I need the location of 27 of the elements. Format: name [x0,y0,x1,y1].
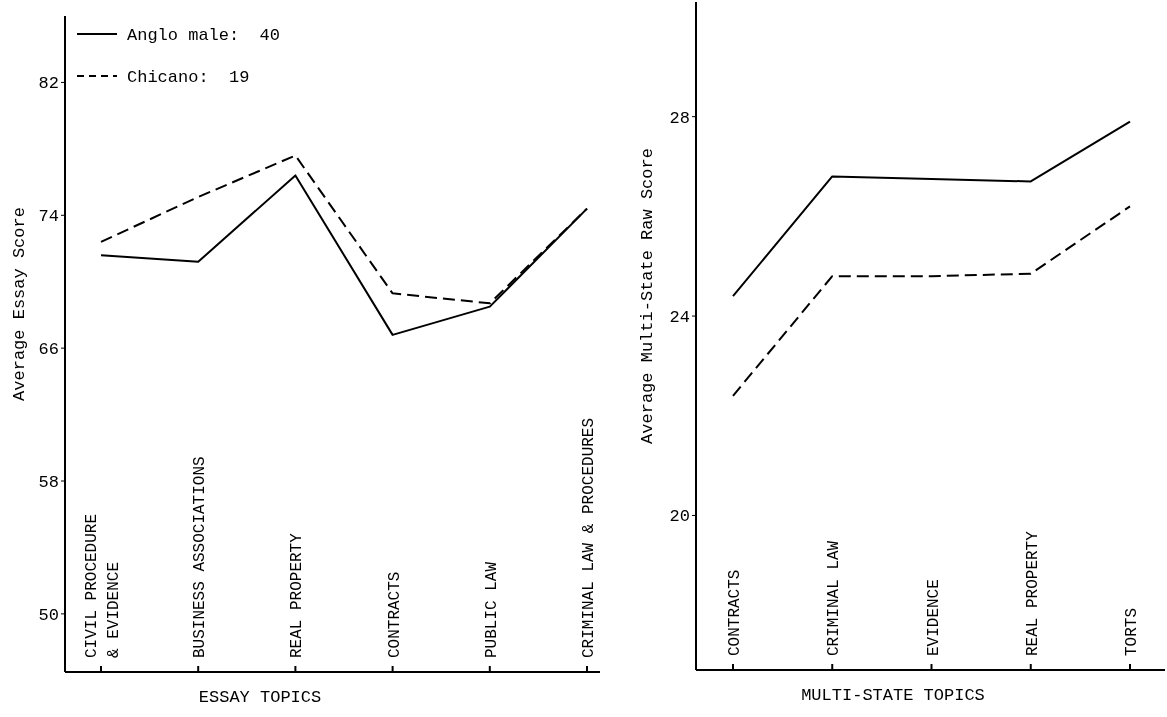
y-tick-label: 24 [669,308,690,328]
line-series [732,205,1131,397]
x-tick-label: CONTRACTS [726,569,744,656]
y-tick-label: 66 [38,340,59,360]
y-axis-title: Average Multi-State Raw Score [638,148,657,444]
x-tick-label: CIVIL PROCEDURE & EVIDENCE [83,513,123,658]
x-tick-label: CRIMINAL LAW [825,540,844,656]
y-tick-label: 58 [38,472,59,492]
x-tick-label: EVIDENCE [924,579,943,656]
y-tick-label: 74 [38,207,59,227]
x-tick-label: CONTRACTS [385,571,404,658]
x-tick-label: CRIMINAL LAW & PROCEDURES [580,417,598,658]
x-tick-label: TORTS [1123,607,1141,656]
y-tick-label: 50 [38,605,59,625]
x-tick-label: REAL PROPERTY [1023,530,1042,656]
y-tick-label: 28 [669,108,690,128]
x-tick-label: PUBLIC LAW [482,561,501,658]
x-tick-label: BUSINESS ASSOCIATIONS [191,456,210,658]
x-axis-title: MULTI-STATE TOPICS [801,686,985,705]
y-axis-title: Average Essay Score [10,207,29,401]
y-tick-label: 20 [669,507,690,527]
legend-label: Chicano: 19 [127,67,250,87]
line-series [732,120,1131,298]
x-tick-label: REAL PROPERTY [288,532,307,658]
y-tick-label: 82 [38,74,59,94]
legend-label: Anglo male: 40 [127,25,281,45]
x-axis-title: ESSAY TOPICS [198,688,322,707]
